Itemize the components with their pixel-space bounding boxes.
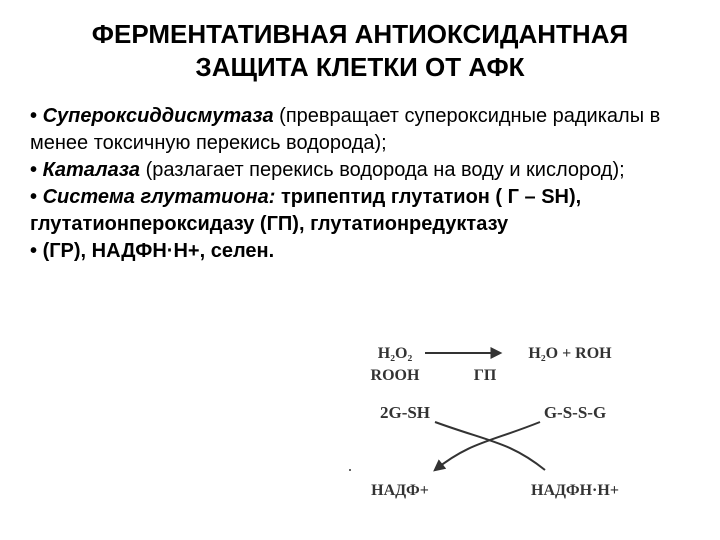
bullet-1-lead: Супероксиддисмутаза (43, 105, 274, 127)
bullet-3-lead: Система глутатиона: (43, 186, 276, 208)
bullet-2: • Каталаза (разлагает перекись водорода … (30, 157, 690, 184)
title-line-2: ЗАЩИТА КЛЕТКИ ОТ АФК (195, 52, 524, 82)
label-nadph: НАДФН·Н+ (531, 482, 619, 499)
label-h2o-roh: H₂O + ROH (528, 345, 612, 362)
bullet-1: • Супероксиддисмутаза (превращает суперо… (30, 103, 690, 157)
bullet-marker: • (30, 105, 43, 127)
dot-left (349, 469, 351, 471)
bullet-marker: • (30, 186, 43, 208)
label-nadp: НАДФ+ (371, 482, 429, 499)
curve-2 (435, 422, 540, 470)
label-gp: ГП (474, 367, 497, 384)
reaction-diagram: H₂O₂ H₂O + ROH ROOH ГП 2G-SH G-S-S-G НАД… (340, 340, 660, 510)
slide-title: ФЕРМЕНТАТИВНАЯ АНТИОКСИДАНТНАЯ ЗАЩИТА КЛ… (30, 18, 690, 83)
label-gssg: G-S-S-G (544, 403, 606, 422)
curve-1 (435, 422, 545, 470)
bullet-marker: • (30, 240, 43, 262)
slide: ФЕРМЕНТАТИВНАЯ АНТИОКСИДАНТНАЯ ЗАЩИТА КЛ… (0, 0, 720, 540)
bullet-marker: • (30, 159, 43, 181)
bullet-4: • (ГР), НАДФН·Н+, селен. (30, 238, 690, 265)
label-2gsh: 2G-SH (380, 403, 430, 422)
bullet-2-lead: Каталаза (43, 159, 140, 181)
bullet-3: • Система глутатиона: трипептид глутатио… (30, 184, 690, 238)
slide-body: • Супероксиддисмутаза (превращает суперо… (30, 103, 690, 265)
label-h2o2: H₂O₂ (378, 345, 413, 362)
title-line-1: ФЕРМЕНТАТИВНАЯ АНТИОКСИДАНТНАЯ (92, 19, 628, 49)
bullet-2-rest: (разлагает перекись водорода на воду и к… (140, 159, 625, 181)
label-rooh: ROOH (371, 367, 420, 384)
bullet-4-text: (ГР), НАДФН·Н+, селен. (43, 240, 275, 262)
